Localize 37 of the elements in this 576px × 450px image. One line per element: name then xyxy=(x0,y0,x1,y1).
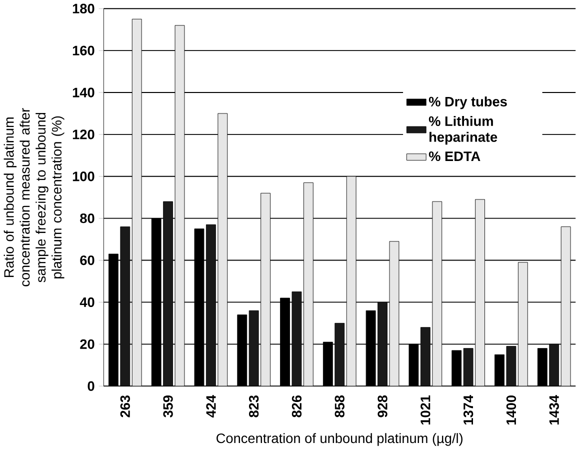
x-tick-label: 928 xyxy=(378,396,388,418)
y-tick-label: 140 xyxy=(72,88,94,98)
x-tick-label: 1434 xyxy=(549,395,559,425)
y-axis-title: Ratio of unbound platinum concentration measured after sample freezing to unbound platinum concentration (%) xyxy=(4,108,64,286)
x-axis-title: Concentration of unbound platinum (µg/l) xyxy=(216,433,462,446)
x-tick-label: 359 xyxy=(163,396,173,418)
bar xyxy=(475,200,485,386)
legend-label: % Lithium heparinate xyxy=(428,116,498,145)
x-tick-label: 858 xyxy=(334,396,344,418)
bar xyxy=(432,202,442,386)
bar xyxy=(560,226,571,386)
bar xyxy=(132,19,142,386)
y-tick-label: 180 xyxy=(72,4,94,14)
y-tick-label: 60 xyxy=(80,256,94,266)
y-tick-label: 80 xyxy=(80,214,94,224)
bar xyxy=(518,262,528,386)
y-tick-label: 120 xyxy=(72,130,94,140)
x-tick-label: 1021 xyxy=(420,396,430,425)
bar xyxy=(304,182,314,386)
y-tick-label: 0 xyxy=(88,381,94,392)
x-tick-label: 424 xyxy=(206,395,216,418)
legend-label: % Dry tubes xyxy=(428,96,507,110)
x-tick-label: 823 xyxy=(249,396,259,418)
y-tick-label: 160 xyxy=(72,46,94,56)
y-tick-label: 40 xyxy=(80,298,94,308)
legend-label: % EDTA xyxy=(428,152,480,162)
x-tick-label: 1374 xyxy=(463,395,474,425)
y-tick-label: 20 xyxy=(80,340,94,350)
bar xyxy=(260,193,270,386)
x-tick-label: 263 xyxy=(120,396,130,418)
bar xyxy=(390,242,399,386)
y-tick-label: 100 xyxy=(72,172,94,182)
bar xyxy=(175,26,184,386)
bar xyxy=(218,114,228,386)
bar xyxy=(346,176,356,386)
x-tick-label: 826 xyxy=(292,396,302,418)
x-tick-label: 1400 xyxy=(506,396,516,425)
